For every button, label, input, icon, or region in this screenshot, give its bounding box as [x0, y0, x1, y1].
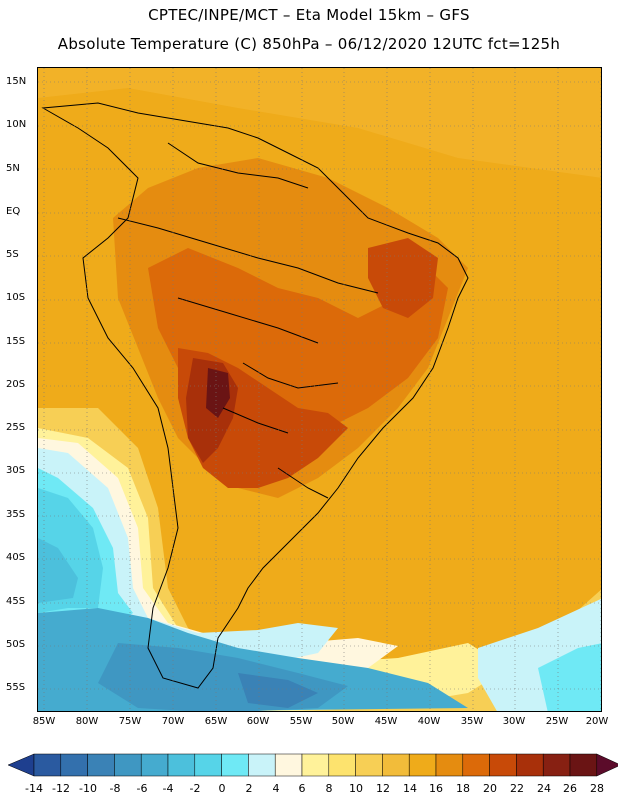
lon-label: 70W — [161, 716, 185, 727]
map-title: CPTEC/INPE/MCT – Eta Model 15km – GFS — [148, 6, 470, 24]
lon-label: 25W — [545, 716, 569, 727]
field-band-se-colder — [538, 643, 601, 711]
lon-label: 50W — [331, 716, 355, 727]
colorbar-label: 16 — [429, 782, 443, 795]
lon-label: 45W — [374, 716, 398, 727]
field-band-north — [38, 68, 601, 178]
lon-label: 65W — [204, 716, 228, 727]
colorbar-label: 14 — [403, 782, 417, 795]
colorbar-swatch — [462, 753, 490, 777]
colorbar-label: -2 — [189, 782, 201, 795]
lon-label: 75W — [118, 716, 142, 727]
lon-label: 40W — [417, 716, 441, 727]
colorbar-arrow-low — [7, 753, 35, 777]
lat-label: 45S — [6, 596, 26, 607]
colorbar-label: -12 — [52, 782, 70, 795]
lon-label: 80W — [75, 716, 99, 727]
lat-label: 50S — [6, 639, 26, 650]
colorbar-swatch — [33, 753, 62, 777]
lat-label: 30S — [6, 465, 26, 476]
colorbar-label: -8 — [109, 782, 121, 795]
colorbar-label: 10 — [349, 782, 363, 795]
lon-label: 35W — [460, 716, 484, 727]
colorbar-swatch — [194, 753, 222, 777]
colorbar-label: 12 — [376, 782, 390, 795]
lat-label: 10N — [6, 119, 27, 130]
colorbar-label: 2 — [245, 782, 253, 795]
lat-label: 15N — [6, 76, 27, 87]
colorbar-label: 20 — [483, 782, 497, 795]
lon-label: 60W — [246, 716, 270, 727]
colorbar-swatch — [516, 753, 544, 777]
colorbar-swatch — [167, 753, 196, 777]
colorbar-label: -14 — [25, 782, 43, 795]
colorbar-swatch — [569, 753, 598, 777]
colorbar-label: -4 — [162, 782, 174, 795]
lat-label: 40S — [6, 552, 26, 563]
colorbar-label: 6 — [298, 782, 306, 795]
colorbar-swatch — [114, 753, 142, 777]
colorbar-swatch — [408, 753, 437, 777]
colorbar-swatch — [435, 753, 464, 777]
colorbar-label: -6 — [136, 782, 148, 795]
lon-label: 20W — [585, 716, 609, 727]
field-continent-max — [206, 368, 230, 418]
lat-label: 5S — [6, 249, 19, 260]
colorbar-label: -10 — [79, 782, 97, 795]
colorbar-label: 26 — [563, 782, 577, 795]
temperature-colorbar — [7, 753, 618, 777]
colorbar-swatch — [221, 753, 249, 777]
colorbar-swatch — [274, 753, 303, 777]
colorbar-swatch — [248, 753, 276, 777]
map-subtitle: Absolute Temperature (C) 850hPa – 06/12/… — [57, 35, 561, 53]
colorbar-label: 8 — [325, 782, 333, 795]
colorbar-swatch — [301, 753, 330, 777]
lat-label: EQ — [6, 206, 21, 217]
lat-label: 55S — [6, 682, 26, 693]
colorbar-arrow-high — [596, 753, 618, 777]
colorbar-label: 0 — [218, 782, 226, 795]
colorbar-swatch — [489, 753, 517, 777]
colorbar-label: 22 — [510, 782, 524, 795]
temperature-map — [37, 67, 602, 712]
lat-label: 35S — [6, 509, 26, 520]
field-band-cold-3 — [238, 673, 318, 708]
field-northeast-hot — [368, 238, 438, 318]
colorbar-swatch — [140, 753, 169, 777]
colorbar-label: 24 — [537, 782, 551, 795]
colorbar-swatch — [87, 753, 115, 777]
colorbar-label: 4 — [272, 782, 280, 795]
lon-label: 55W — [289, 716, 313, 727]
colorbar-swatch — [382, 753, 410, 777]
colorbar-label: 28 — [590, 782, 604, 795]
colorbar-label: 18 — [456, 782, 470, 795]
lat-label: 20S — [6, 379, 26, 390]
coastlines — [41, 102, 469, 689]
lat-label: 15S — [6, 336, 26, 347]
lat-label: 5N — [6, 163, 20, 174]
colorbar-swatch — [328, 753, 356, 777]
field-band-cool-4 — [38, 538, 78, 603]
lon-label: 30W — [502, 716, 526, 727]
lat-label: 10S — [6, 292, 26, 303]
temperature-field — [38, 68, 601, 711]
colorbar-swatch — [542, 753, 571, 777]
lat-label: 25S — [6, 422, 26, 433]
colorbar-swatch — [60, 753, 88, 777]
lon-label: 85W — [32, 716, 56, 727]
colorbar-swatch — [355, 753, 383, 777]
